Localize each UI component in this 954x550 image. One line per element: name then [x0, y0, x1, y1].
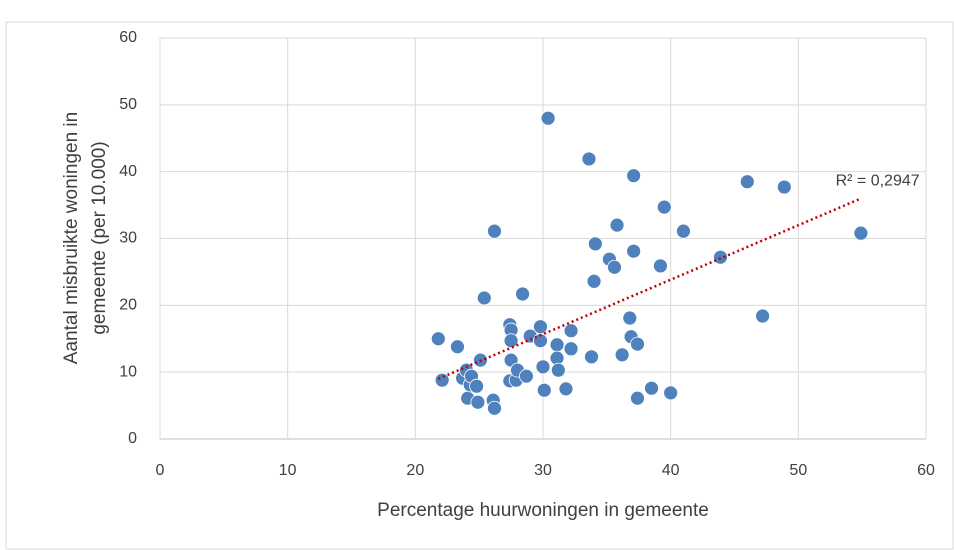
- point: [487, 400, 502, 416]
- point: [739, 174, 755, 190]
- point: [550, 362, 566, 378]
- trendline: [437, 197, 861, 380]
- point: [644, 380, 659, 396]
- point: [558, 381, 574, 397]
- point: [533, 319, 548, 335]
- x-tick-label: 20: [406, 462, 424, 479]
- x-tick-label: 30: [534, 462, 552, 479]
- point: [676, 223, 691, 239]
- point: [503, 333, 519, 349]
- point: [536, 382, 552, 398]
- y-tick-label: 40: [119, 163, 137, 180]
- point: [630, 336, 645, 352]
- y-tick-label: 30: [119, 230, 137, 247]
- chart-border: [5, 21, 954, 550]
- point: [434, 372, 450, 388]
- point: [609, 217, 625, 233]
- trendline-label: R² = 0,2947: [836, 172, 920, 189]
- point: [656, 199, 672, 215]
- point: [533, 333, 548, 349]
- point: [663, 385, 679, 401]
- point: [587, 236, 603, 252]
- x-tick-label: 50: [789, 462, 807, 479]
- point: [622, 310, 638, 326]
- point: [515, 286, 530, 302]
- point: [853, 225, 869, 241]
- point: [607, 259, 622, 275]
- y-tick-label: 20: [119, 297, 137, 314]
- point: [563, 323, 579, 339]
- point: [630, 390, 645, 406]
- y-axis-title: gemeente (per 10.000): [89, 141, 110, 334]
- x-axis-title: Percentage huurwoningen in gemeente: [377, 500, 709, 521]
- point: [776, 179, 792, 195]
- point: [653, 258, 668, 274]
- point: [430, 331, 446, 347]
- point: [614, 347, 630, 363]
- point: [450, 339, 465, 355]
- point: [540, 110, 556, 126]
- point: [626, 243, 642, 259]
- y-tick-label: 50: [119, 96, 137, 113]
- point: [487, 223, 502, 239]
- x-tick-label: 60: [917, 462, 935, 479]
- y-tick-label: 0: [128, 430, 137, 447]
- point: [469, 378, 485, 394]
- x-tick-label: 10: [279, 462, 297, 479]
- x-tick-label: 0: [156, 462, 165, 479]
- point: [470, 394, 486, 410]
- y-tick-label: 10: [119, 363, 137, 380]
- point: [713, 249, 728, 265]
- point: [626, 168, 642, 184]
- point: [586, 273, 602, 289]
- point: [535, 359, 551, 375]
- point: [584, 349, 599, 365]
- point: [755, 308, 770, 324]
- y-axis-title: Aantal misbruikte woningen in: [61, 112, 82, 364]
- y-tick-label: 60: [119, 29, 137, 46]
- point: [563, 341, 579, 357]
- point: [519, 368, 534, 384]
- point: [549, 337, 565, 353]
- x-tick-label: 40: [662, 462, 680, 479]
- point: [476, 290, 492, 306]
- point: [581, 151, 597, 167]
